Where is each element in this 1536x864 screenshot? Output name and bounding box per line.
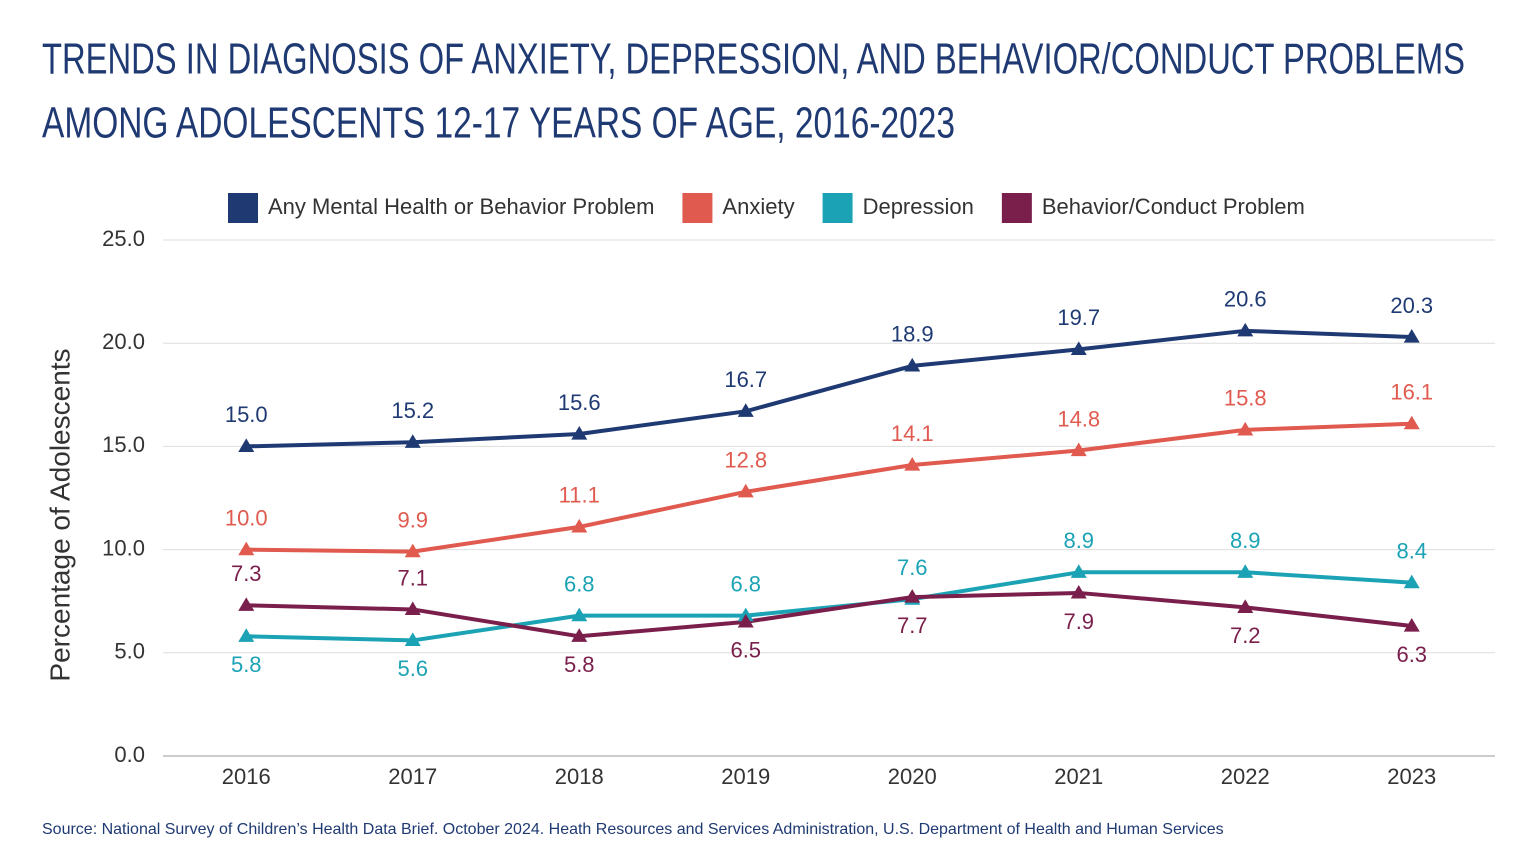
legend-swatch — [822, 193, 853, 223]
y-tick-label: 0.0 — [114, 742, 145, 767]
data-point — [1070, 564, 1087, 578]
data-label: 5.6 — [397, 656, 428, 681]
y-axis-label: Percentage of Adolescents — [44, 348, 75, 681]
series-line — [246, 570, 1412, 643]
data-label: 12.8 — [724, 448, 767, 473]
y-tick-label: 25.0 — [102, 226, 145, 251]
data-label: 6.8 — [564, 571, 595, 596]
data-label: 20.3 — [1390, 293, 1433, 318]
legend-label: Behavior/Conduct Problem — [1042, 194, 1305, 219]
y-tick-label: 5.0 — [114, 639, 145, 664]
data-label: 7.6 — [897, 555, 928, 580]
data-label: 5.8 — [564, 652, 595, 677]
legend-swatch — [228, 193, 258, 223]
data-point — [238, 597, 255, 611]
legend-swatch — [1001, 193, 1032, 223]
data-point — [1237, 599, 1254, 613]
data-point — [1237, 564, 1254, 578]
x-tick-label: 2017 — [388, 764, 437, 789]
data-label: 14.8 — [1057, 406, 1100, 431]
legend-label: Any Mental Health or Behavior Problem — [268, 194, 654, 219]
data-label: 7.1 — [397, 565, 428, 590]
data-label: 5.8 — [231, 652, 262, 677]
legend-label: Depression — [863, 194, 974, 219]
data-label: 14.1 — [891, 421, 934, 446]
data-point — [404, 434, 421, 448]
data-point — [737, 483, 754, 498]
data-point — [238, 438, 255, 452]
data-label: 18.9 — [891, 322, 934, 347]
data-point — [904, 357, 921, 372]
data-point — [404, 543, 421, 558]
x-tick-label: 2016 — [222, 764, 271, 789]
data-label: 15.6 — [558, 390, 601, 415]
data-label: 9.9 — [397, 507, 428, 532]
data-label: 7.7 — [897, 613, 928, 638]
data-point — [1237, 322, 1254, 337]
data-point — [904, 589, 921, 603]
series-line — [246, 421, 1412, 554]
data-label: 6.5 — [730, 638, 761, 663]
x-tick-label: 2022 — [1221, 764, 1270, 789]
x-tick-label: 2021 — [1054, 764, 1103, 789]
data-point — [1237, 421, 1254, 436]
data-point — [1070, 442, 1087, 457]
y-tick-label: 10.0 — [102, 535, 145, 560]
data-label: 7.2 — [1230, 623, 1261, 648]
data-point — [904, 456, 921, 471]
data-label: 7.9 — [1063, 609, 1094, 634]
source-note: Source: National Survey of Children’s He… — [42, 821, 1224, 838]
data-label: 20.6 — [1224, 287, 1267, 312]
data-label: 15.0 — [225, 402, 268, 427]
data-point — [404, 601, 421, 616]
data-point — [1403, 574, 1420, 589]
chart-title: AMONG ADOLESCENTS 12-17 YEARS OF AGE, 20… — [42, 99, 955, 148]
data-point — [1403, 329, 1420, 343]
x-tick-label: 2018 — [555, 764, 604, 789]
data-label: 15.2 — [391, 398, 434, 423]
x-tick-label: 2019 — [721, 764, 770, 789]
data-label: 10.0 — [225, 505, 268, 530]
data-point — [737, 613, 754, 628]
series-line — [246, 328, 1412, 449]
data-point — [571, 607, 588, 622]
data-point — [238, 628, 255, 642]
data-label: 8.4 — [1396, 538, 1427, 563]
series-line — [246, 590, 1412, 639]
data-label: 11.1 — [559, 483, 600, 508]
data-point — [737, 403, 754, 417]
x-tick-label: 2023 — [1387, 764, 1436, 789]
y-tick-label: 15.0 — [102, 432, 145, 457]
legend-swatch — [682, 193, 713, 223]
data-point — [238, 541, 255, 556]
data-point — [404, 632, 421, 647]
data-point — [1070, 341, 1087, 355]
data-label: 7.3 — [231, 561, 262, 586]
data-point — [1403, 415, 1420, 430]
data-label: 6.3 — [1396, 642, 1427, 667]
data-label: 8.9 — [1230, 528, 1261, 553]
legend-label: Anxiety — [722, 194, 794, 219]
data-label: 8.9 — [1063, 528, 1094, 553]
data-label: 15.8 — [1224, 386, 1267, 411]
y-tick-label: 20.0 — [102, 329, 145, 354]
data-label: 16.7 — [724, 367, 767, 392]
data-point — [1070, 584, 1087, 599]
data-label: 16.1 — [1390, 380, 1433, 405]
data-point — [571, 518, 588, 533]
data-point — [571, 426, 588, 440]
data-point — [571, 628, 588, 642]
chart-title: TRENDS IN DIAGNOSIS OF ANXIETY, DEPRESSI… — [42, 35, 1465, 84]
data-point — [1403, 617, 1420, 632]
x-tick-label: 2020 — [888, 764, 937, 789]
data-label: 6.8 — [730, 571, 761, 596]
data-label: 19.7 — [1057, 305, 1100, 330]
